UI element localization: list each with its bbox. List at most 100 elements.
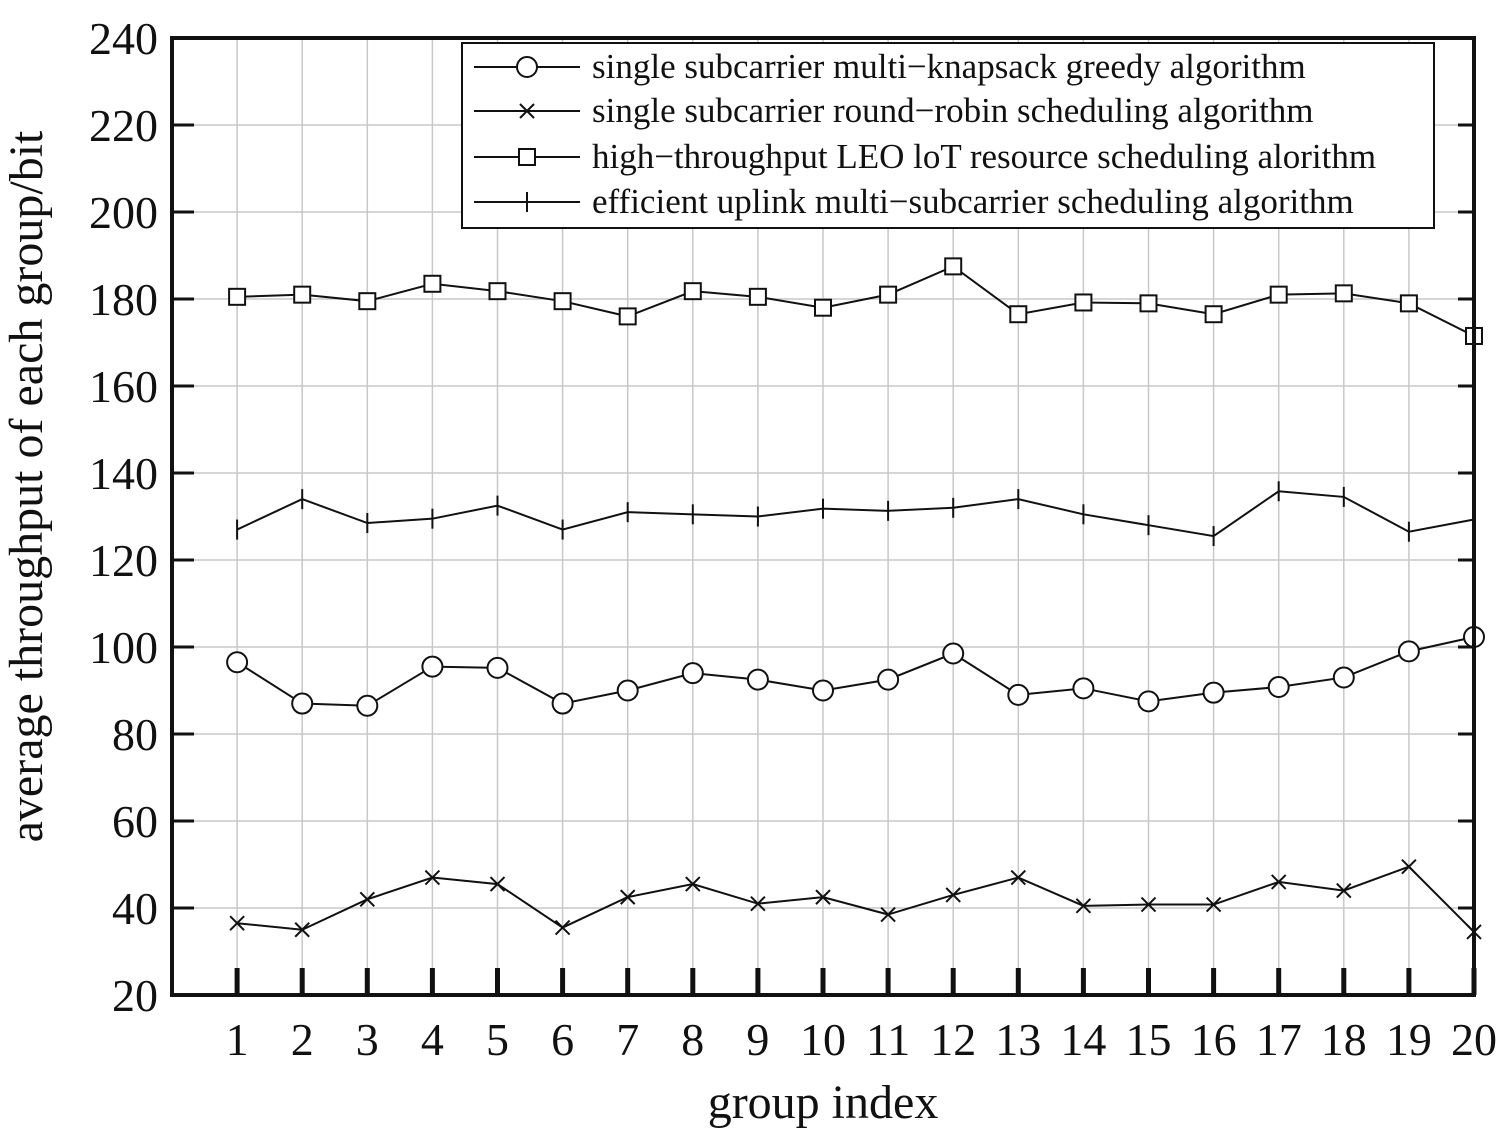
data-point	[294, 922, 310, 938]
x-tick-label: 19	[1386, 1014, 1432, 1065]
legend-box	[461, 42, 1435, 229]
series-2	[229, 858, 1482, 940]
data-point	[229, 915, 245, 931]
data-point	[551, 692, 574, 715]
x-tick-label: 13	[995, 1014, 1041, 1065]
x-tick-label: 8	[681, 1014, 704, 1065]
x-tick-label: 7	[616, 1014, 639, 1065]
y-tick-label: 240	[89, 13, 158, 64]
x-tick-label: 3	[356, 1014, 379, 1065]
x-tick-label: 17	[1256, 1014, 1302, 1065]
x-tick-label: 6	[551, 1014, 574, 1065]
data-point	[1204, 305, 1223, 324]
y-tick-label: 120	[89, 535, 158, 586]
data-point	[746, 668, 769, 691]
data-point	[685, 876, 701, 892]
legend-entry: single subcarrier round−robin scheduling…	[474, 91, 1314, 130]
data-point	[1074, 293, 1093, 312]
y-tick-label: 180	[89, 274, 158, 325]
x-tick-label: 12	[930, 1014, 976, 1065]
x-tick-label: 15	[1126, 1014, 1172, 1065]
legend-entry: single subcarrier multi−knapsack greedy …	[474, 47, 1306, 86]
data-point	[1137, 690, 1160, 713]
legend-label: single subcarrier round−robin scheduling…	[592, 91, 1314, 130]
data-point	[1072, 677, 1095, 700]
data-point	[1009, 305, 1028, 324]
legend-entry: high−throughput LEO loT resource schedul…	[474, 137, 1376, 176]
x-tick-label: 10	[800, 1014, 846, 1065]
data-point	[423, 274, 442, 293]
legend-label: efficient uplink multi−subcarrier schedu…	[592, 182, 1354, 221]
data-point	[1399, 294, 1418, 313]
y-tick-label: 160	[89, 361, 158, 412]
data-point	[1332, 666, 1355, 689]
data-point	[486, 656, 509, 679]
data-point	[681, 662, 704, 685]
series-line	[237, 865, 1475, 933]
series-3	[228, 257, 1483, 345]
x-axis-title: group index	[708, 1076, 939, 1129]
data-point	[944, 257, 963, 276]
data-point	[489, 876, 506, 892]
data-point	[1401, 858, 1417, 875]
data-point	[424, 869, 441, 886]
data-point	[812, 679, 834, 702]
y-tick-label: 100	[89, 622, 158, 673]
y-tick-label: 40	[112, 883, 158, 934]
y-tick-label: 80	[112, 709, 158, 760]
data-point	[616, 679, 639, 702]
data-point	[1270, 874, 1287, 890]
data-point	[226, 651, 249, 674]
data-point	[1140, 896, 1157, 913]
data-point	[359, 891, 376, 908]
x-tick-label: 11	[866, 1014, 910, 1065]
data-point	[1397, 640, 1420, 663]
data-point	[358, 292, 377, 311]
data-point	[683, 282, 702, 301]
y-tick-label: 60	[112, 796, 158, 847]
data-point	[228, 287, 247, 306]
series-1	[226, 625, 1485, 717]
legend-marker	[516, 56, 538, 78]
data-point	[750, 895, 766, 912]
x-tick-label: 4	[421, 1014, 444, 1065]
y-axis-title: average throughput of each group/bit	[0, 130, 53, 842]
series-4	[236, 481, 1475, 547]
data-point	[1269, 285, 1288, 304]
legend-marker	[518, 148, 536, 166]
series-layer	[226, 257, 1485, 940]
data-point	[1202, 681, 1225, 704]
data-point	[1334, 284, 1353, 303]
x-tick-label: 16	[1191, 1014, 1237, 1065]
data-point	[880, 906, 896, 923]
data-point	[1336, 882, 1352, 899]
data-point	[1010, 869, 1027, 886]
y-tick-label: 140	[89, 448, 158, 499]
data-point	[293, 285, 312, 304]
series-line	[237, 265, 1475, 337]
data-point	[945, 887, 961, 903]
x-tick-label: 2	[291, 1014, 314, 1065]
x-tick-label: 1	[226, 1014, 249, 1065]
legend-marker	[519, 103, 535, 119]
data-point	[421, 655, 444, 678]
series-line	[236, 490, 1475, 538]
x-tick-label: 20	[1451, 1014, 1497, 1065]
legend-label: high−throughput LEO loT resource schedul…	[592, 137, 1376, 176]
data-point	[942, 642, 965, 665]
x-tick-label: 9	[746, 1014, 769, 1065]
y-tick-label: 20	[112, 970, 158, 1021]
data-point	[748, 287, 767, 306]
legend: single subcarrier multi−knapsack greedy …	[461, 42, 1435, 229]
data-point	[488, 282, 507, 301]
y-tick-label: 220	[89, 100, 158, 151]
data-point	[815, 889, 831, 905]
data-point	[1139, 294, 1158, 313]
data-point	[877, 668, 900, 691]
data-point	[554, 919, 571, 936]
x-tick-label: 18	[1321, 1014, 1367, 1065]
data-point	[291, 692, 314, 715]
data-point	[1007, 683, 1030, 706]
